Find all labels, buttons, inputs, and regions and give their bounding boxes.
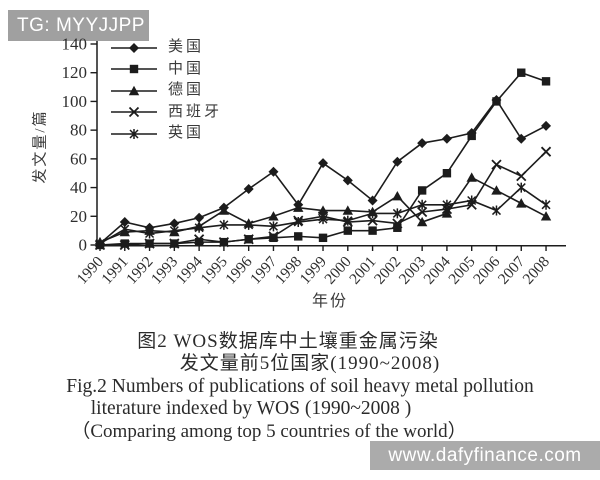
svg-text:20: 20: [70, 207, 87, 226]
figure-captions: 图2 WOS数据库中土壤重金属污染 发文量前5位国家(1990~2008) Fi…: [0, 331, 600, 443]
svg-text:2003: 2003: [396, 253, 430, 288]
svg-text:1992: 1992: [123, 253, 156, 287]
legend-row-germany: 德国: [111, 80, 222, 102]
svg-text:2006: 2006: [470, 253, 504, 288]
svg-text:1999: 1999: [297, 253, 331, 288]
svg-text:140: 140: [62, 35, 88, 54]
svg-text:1996: 1996: [222, 253, 256, 288]
caption-en-line2: literature indexed by WOS (1990~2008 ): [90, 398, 412, 420]
svg-text:2001: 2001: [346, 253, 379, 287]
svg-text:2007: 2007: [495, 253, 529, 288]
svg-text:2008: 2008: [520, 253, 554, 288]
caption-en-line3: （Comparing among top 5 countries of the …: [71, 420, 467, 442]
diamond-marker-icon: [111, 42, 157, 53]
svg-text:1991: 1991: [98, 253, 131, 287]
chart-legend: 美国中国德国西班牙英国: [111, 37, 222, 145]
svg-text:100: 100: [62, 92, 88, 111]
x-axis-title: 年份: [311, 293, 348, 310]
watermark-text: www.dafyfinance.com: [388, 444, 582, 466]
x-marker-icon: [111, 107, 157, 118]
svg-text:120: 120: [62, 63, 88, 82]
caption-zh-line1: 图2 WOS数据库中土壤重金属污染: [137, 331, 439, 352]
svg-text:40: 40: [70, 178, 87, 197]
square-marker-icon: [111, 65, 157, 74]
star-marker-icon: [111, 128, 157, 139]
legend-row-uk: 英国: [111, 123, 222, 145]
legend-row-spain: 西班牙: [111, 102, 222, 124]
svg-text:2002: 2002: [371, 253, 404, 287]
legend-label-china: 中国: [168, 60, 205, 77]
svg-text:2004: 2004: [421, 253, 455, 288]
legend-label-germany: 德国: [168, 82, 205, 99]
legend-row-china: 中国: [111, 59, 222, 81]
legend-label-usa: 美国: [168, 39, 205, 56]
svg-text:2005: 2005: [445, 253, 479, 288]
legend-label-spain: 西班牙: [168, 103, 223, 120]
caption-zh-line2: 发文量前5位国家(1990~2008): [179, 353, 441, 375]
svg-text:1993: 1993: [148, 253, 182, 288]
watermark-banner: www.dafyfinance.com: [370, 441, 600, 470]
triangle-marker-icon: [111, 85, 157, 95]
svg-text:1994: 1994: [173, 253, 207, 288]
svg-text:1998: 1998: [272, 253, 306, 288]
tag-box: TG: MYYJJPP: [8, 10, 149, 41]
svg-text:1990: 1990: [74, 253, 108, 288]
svg-text:1997: 1997: [247, 253, 281, 288]
svg-text:80: 80: [70, 121, 87, 140]
caption-en-line1: Fig.2 Numbers of publications of soil he…: [66, 375, 534, 397]
svg-text:0: 0: [79, 236, 88, 255]
tag-label: TG: MYYJJPP: [17, 14, 145, 36]
svg-text:2000: 2000: [321, 253, 355, 288]
y-axis-title: 发文量/篇: [32, 109, 49, 184]
legend-row-usa: 美国: [111, 37, 222, 59]
legend-label-uk: 英国: [168, 125, 205, 142]
svg-text:60: 60: [70, 149, 87, 168]
svg-text:1995: 1995: [197, 253, 231, 288]
